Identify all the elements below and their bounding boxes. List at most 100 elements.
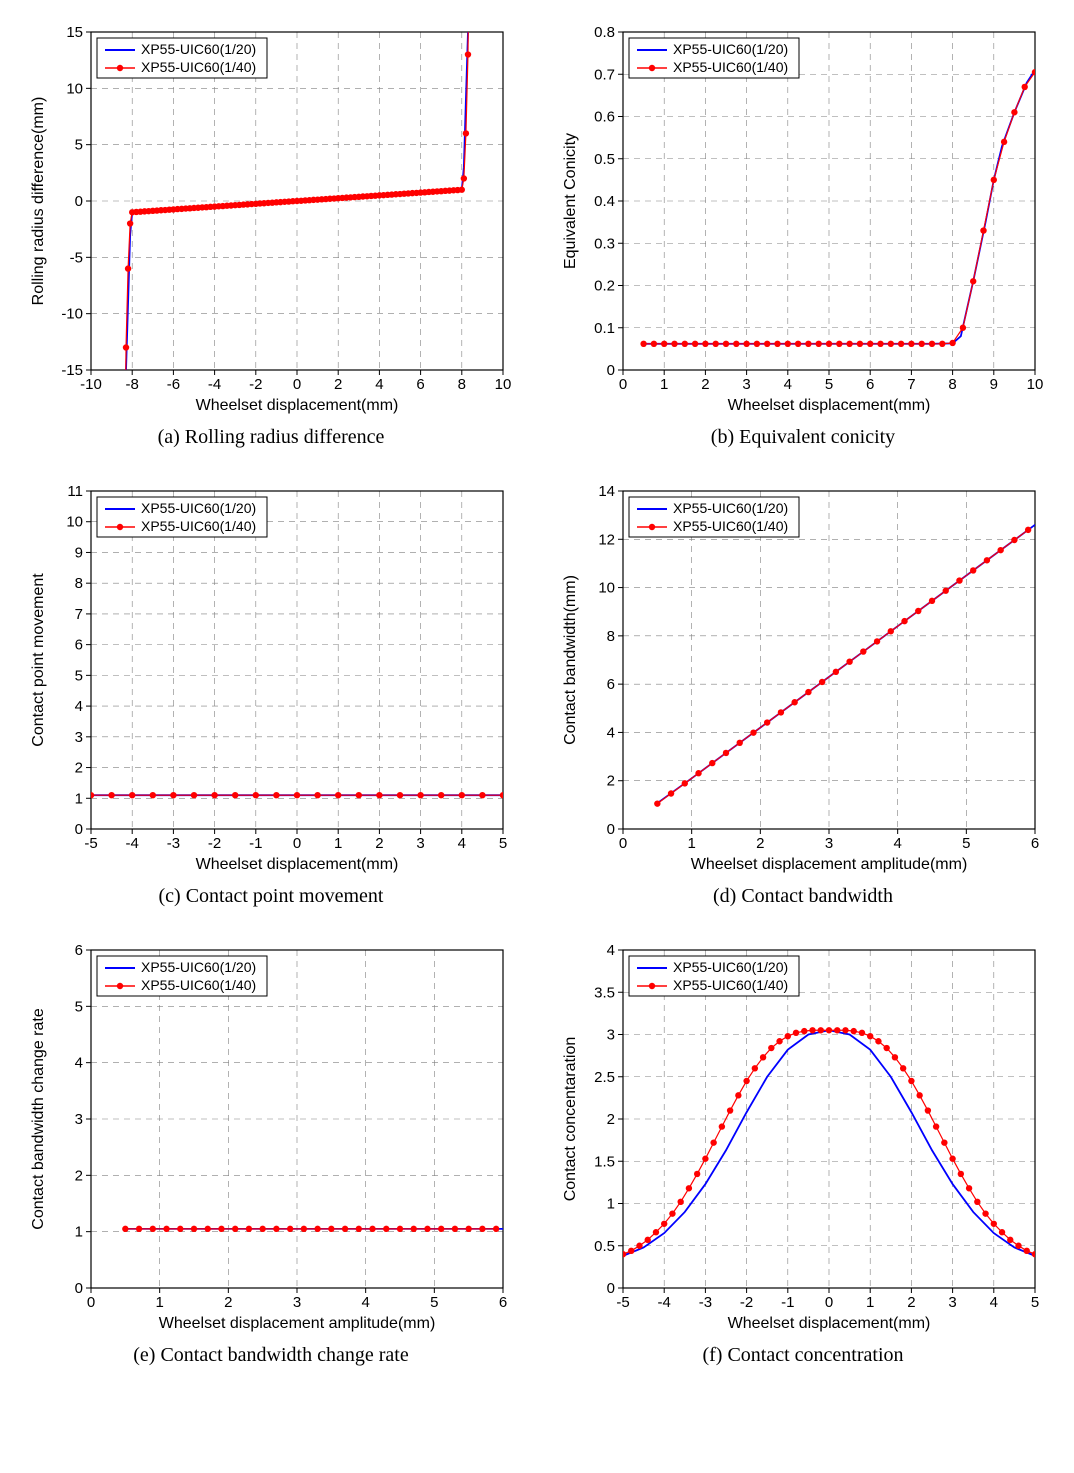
svg-text:3: 3 (948, 1294, 956, 1311)
svg-text:0: 0 (825, 1294, 833, 1311)
svg-text:1: 1 (334, 835, 342, 852)
svg-text:0.7: 0.7 (594, 66, 615, 83)
svg-text:-4: -4 (126, 835, 139, 852)
svg-text:7: 7 (75, 606, 83, 623)
marker-red (960, 325, 966, 331)
marker-red (826, 341, 832, 347)
marker-red (417, 792, 423, 798)
marker-red (342, 1226, 348, 1232)
marker-red (860, 648, 866, 654)
svg-text:8: 8 (948, 376, 956, 393)
marker-red (842, 1027, 848, 1033)
svg-text:5: 5 (825, 376, 833, 393)
legend-label: XP55-UIC60(1/20) (673, 41, 788, 57)
svg-text:2: 2 (75, 760, 83, 777)
marker-red (785, 1033, 791, 1039)
marker-red (991, 1221, 997, 1227)
svg-text:0.3: 0.3 (594, 235, 615, 252)
svg-text:3: 3 (293, 1294, 301, 1311)
svg-text:1: 1 (75, 790, 83, 807)
svg-text:-8: -8 (126, 376, 139, 393)
svg-text:-1: -1 (781, 1294, 794, 1311)
svg-text:1: 1 (660, 376, 668, 393)
marker-red (125, 265, 131, 271)
svg-text:10: 10 (66, 514, 83, 531)
svg-text:11: 11 (67, 483, 83, 500)
legend-label: XP55-UIC60(1/20) (141, 41, 256, 57)
legend-label: XP55-UIC60(1/20) (673, 959, 788, 975)
marker-red (805, 341, 811, 347)
marker-red (273, 1226, 279, 1232)
svg-text:3: 3 (742, 376, 750, 393)
marker-red (805, 689, 811, 695)
caption: (a) Rolling radius difference (158, 426, 385, 449)
svg-text:-3: -3 (167, 835, 180, 852)
marker-red (411, 1226, 417, 1232)
marker-red (438, 1226, 444, 1232)
marker-red (908, 1078, 914, 1084)
marker-red (682, 341, 688, 347)
marker-red (628, 1248, 634, 1254)
svg-text:0: 0 (607, 821, 615, 838)
marker-red (833, 669, 839, 675)
marker-red (908, 341, 914, 347)
svg-text:5: 5 (1031, 1294, 1039, 1311)
marker-red (122, 1226, 128, 1232)
svg-text:4: 4 (75, 698, 83, 715)
marker-red (682, 780, 688, 786)
marker-red (900, 1065, 906, 1071)
svg-text:-2: -2 (208, 835, 221, 852)
marker-red (809, 1027, 815, 1033)
marker-red (743, 341, 749, 347)
svg-text:12: 12 (598, 531, 615, 548)
marker-red (834, 1027, 840, 1033)
ylabel: Contact bandwidth change rate (30, 1008, 47, 1230)
marker-red (640, 341, 646, 347)
svg-text:0: 0 (293, 376, 301, 393)
marker-red (710, 1139, 716, 1145)
marker-red (1025, 527, 1031, 533)
marker-red (191, 1226, 197, 1232)
marker-red (1011, 537, 1017, 543)
chart-f: -5-4-3-2-101234500.511.522.533.54Wheelse… (553, 938, 1053, 1338)
marker-red (653, 1229, 659, 1235)
marker-red (984, 557, 990, 563)
marker-red (669, 1210, 675, 1216)
marker-red (150, 792, 156, 798)
marker-red (874, 638, 880, 644)
marker-red (465, 1226, 471, 1232)
legend-label: XP55-UIC60(1/20) (141, 959, 256, 975)
marker-red (733, 341, 739, 347)
svg-text:4: 4 (607, 942, 615, 959)
svg-text:10: 10 (598, 580, 615, 597)
svg-text:2: 2 (907, 1294, 915, 1311)
marker-red (929, 598, 935, 604)
marker-red (636, 1243, 642, 1249)
marker-red (620, 1251, 626, 1257)
marker-red (654, 800, 660, 806)
marker-red (925, 1107, 931, 1113)
marker-red (723, 341, 729, 347)
marker-red (859, 1030, 865, 1036)
legend-label: XP55-UIC60(1/40) (141, 518, 256, 534)
marker-red (956, 577, 962, 583)
marker-red (991, 177, 997, 183)
marker-red (661, 1221, 667, 1227)
marker-red (791, 699, 797, 705)
marker-red (301, 1226, 307, 1232)
svg-text:0: 0 (87, 1294, 95, 1311)
marker-red (892, 1054, 898, 1060)
xlabel: Wheelset displacement(mm) (196, 397, 399, 414)
marker-red (764, 341, 770, 347)
svg-text:3: 3 (75, 1111, 83, 1128)
marker-red (369, 1226, 375, 1232)
ylabel: Contact point movement (30, 573, 47, 747)
svg-text:5: 5 (430, 1294, 438, 1311)
svg-text:2: 2 (224, 1294, 232, 1311)
legend-label: XP55-UIC60(1/40) (673, 977, 788, 993)
svg-text:6: 6 (416, 376, 424, 393)
svg-text:2: 2 (75, 1167, 83, 1184)
marker-red (694, 1171, 700, 1177)
marker-red (253, 792, 259, 798)
marker-red (901, 618, 907, 624)
